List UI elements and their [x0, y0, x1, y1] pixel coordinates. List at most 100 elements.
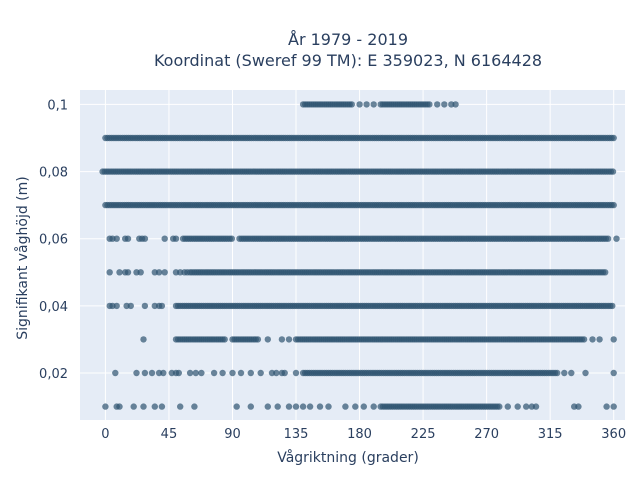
data-point — [604, 235, 612, 242]
data-point — [247, 403, 254, 410]
data-point — [161, 269, 168, 276]
data-point — [348, 101, 355, 108]
data-point — [237, 369, 245, 377]
data-point — [141, 235, 149, 242]
data-point — [151, 403, 158, 410]
data-point — [233, 403, 240, 410]
data-point — [112, 369, 119, 377]
x-tick-label: 315 — [538, 427, 563, 442]
data-point — [352, 403, 359, 410]
data-point — [342, 403, 349, 410]
data-point — [172, 235, 180, 242]
x-tick-label: 360 — [601, 427, 626, 442]
data-point — [610, 369, 617, 377]
data-point — [155, 269, 163, 276]
data-point — [274, 403, 281, 410]
plot-area — [80, 90, 625, 420]
data-point — [363, 101, 370, 108]
data-point — [316, 403, 324, 410]
y-tick-label: 0,1 — [47, 98, 68, 113]
data-point — [306, 403, 314, 410]
chart-title-line2: Koordinat (Sweref 99 TM): E 359023, N 61… — [154, 51, 542, 70]
data-point — [127, 302, 134, 310]
data-point — [247, 369, 254, 377]
data-point — [568, 369, 575, 377]
x-tick-label: 90 — [224, 427, 241, 442]
data-point — [219, 369, 226, 377]
x-axis-label: Vågriktning (grader) — [277, 449, 419, 466]
data-point — [281, 369, 288, 377]
data-point — [192, 369, 199, 377]
data-point — [137, 269, 144, 276]
data-point — [434, 101, 441, 108]
x-tick-label: 0 — [101, 427, 109, 442]
data-point — [523, 403, 530, 410]
data-point — [158, 302, 166, 310]
data-point — [504, 403, 511, 410]
data-point — [158, 403, 166, 410]
data-point — [360, 403, 367, 410]
data-point — [496, 403, 503, 410]
data-point — [582, 369, 589, 377]
data-point — [532, 403, 540, 410]
data-point — [273, 369, 280, 377]
y-tick-label: 0,02 — [39, 367, 68, 382]
data-point — [141, 369, 149, 377]
x-tick-label: 180 — [347, 427, 372, 442]
data-point — [356, 101, 363, 108]
data-point — [130, 403, 137, 410]
data-point — [561, 369, 568, 377]
data-point — [160, 369, 167, 377]
data-point — [610, 201, 617, 209]
x-tick-label: 135 — [284, 427, 309, 442]
data-point — [554, 369, 561, 377]
data-point — [172, 369, 180, 377]
data-point — [228, 235, 235, 242]
data-point — [278, 336, 286, 343]
data-point — [140, 403, 147, 410]
data-point — [370, 101, 377, 108]
data-point — [580, 336, 588, 343]
data-point — [441, 101, 448, 108]
data-point — [116, 403, 123, 410]
data-point — [610, 134, 617, 142]
data-point — [285, 403, 293, 410]
data-point — [613, 235, 620, 242]
x-tick-label: 225 — [411, 427, 436, 442]
data-point — [589, 336, 596, 343]
data-point — [229, 369, 236, 377]
data-point — [596, 336, 603, 343]
x-tick-label: 45 — [161, 427, 178, 442]
data-point — [102, 403, 109, 410]
data-point — [299, 403, 307, 410]
data-point — [198, 369, 205, 377]
data-point — [184, 269, 191, 276]
data-point — [116, 269, 123, 276]
data-point — [603, 403, 610, 410]
chart-title-line1: År 1979 - 2019 — [288, 30, 408, 49]
data-point — [141, 302, 149, 310]
data-point — [602, 269, 609, 276]
data-point — [191, 403, 198, 410]
data-point — [254, 336, 262, 343]
data-point — [124, 235, 132, 242]
data-point — [264, 336, 271, 343]
data-point — [140, 336, 147, 343]
data-point — [575, 403, 582, 410]
data-point — [148, 369, 156, 377]
data-point — [113, 235, 120, 242]
data-point — [610, 403, 617, 410]
data-point — [452, 101, 459, 108]
data-point — [161, 235, 168, 242]
data-point — [113, 302, 120, 310]
data-point — [514, 403, 521, 410]
data-point — [610, 336, 617, 343]
data-point — [426, 101, 433, 108]
data-point — [177, 403, 184, 410]
data-point — [370, 403, 377, 410]
data-point — [292, 369, 300, 377]
y-axis-label: Signifikant våghöjd (m) — [14, 176, 31, 339]
data-point — [325, 403, 332, 410]
